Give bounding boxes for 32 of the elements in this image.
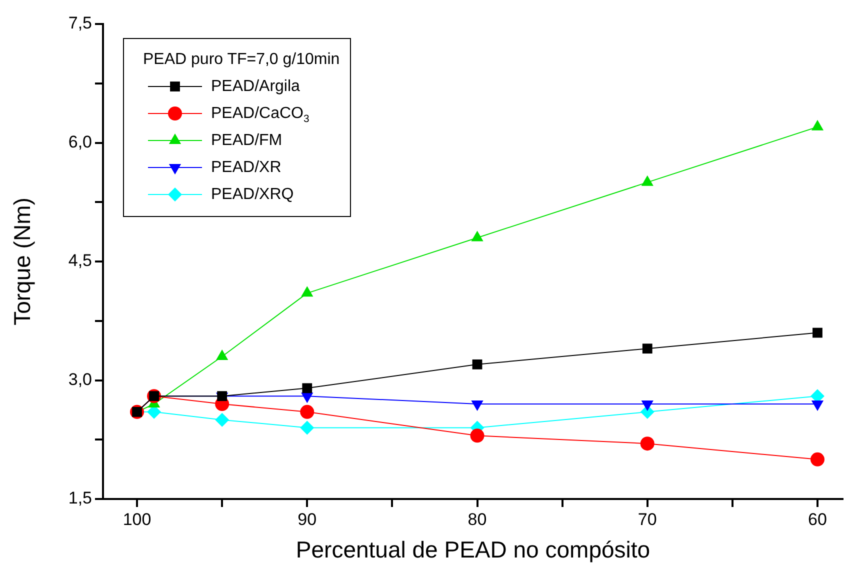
point <box>300 420 314 435</box>
point <box>641 175 654 186</box>
legend-label: PEAD/XRQ <box>211 186 294 203</box>
x-tick-label: 60 <box>808 510 827 529</box>
legend-label: PEAD/Argila <box>211 78 300 95</box>
point <box>215 412 230 427</box>
point <box>300 404 314 419</box>
point <box>302 383 312 394</box>
y-tick-label: 3,0 <box>68 370 92 389</box>
point <box>642 344 652 354</box>
x-tick-label: 80 <box>468 510 487 529</box>
y-axis-title: Torque (Nm) <box>9 198 36 326</box>
legend-label: PEAD/XR <box>211 158 282 176</box>
x-tick-label: 70 <box>638 510 657 529</box>
y-tick-label: 6,0 <box>68 132 92 152</box>
x-axis-title: Percentual de PEAD no compósito <box>296 536 650 563</box>
x-tick-label: 90 <box>298 510 317 529</box>
y-tick-label: 1,5 <box>68 488 92 508</box>
point <box>301 286 314 297</box>
x-tick-label: 100 <box>122 510 152 529</box>
point <box>640 436 654 451</box>
y-tick-label: 4,5 <box>68 251 92 270</box>
point <box>470 428 484 443</box>
legend-label: PEAD/FM <box>211 132 282 149</box>
point <box>811 120 824 130</box>
point <box>216 350 228 360</box>
point <box>472 359 482 370</box>
point <box>471 230 484 242</box>
point <box>810 452 824 466</box>
legend-title: PEAD puro TF=7,0 g/10min <box>143 50 340 68</box>
point <box>812 328 822 338</box>
y-tick-label: 7,5 <box>68 14 92 33</box>
